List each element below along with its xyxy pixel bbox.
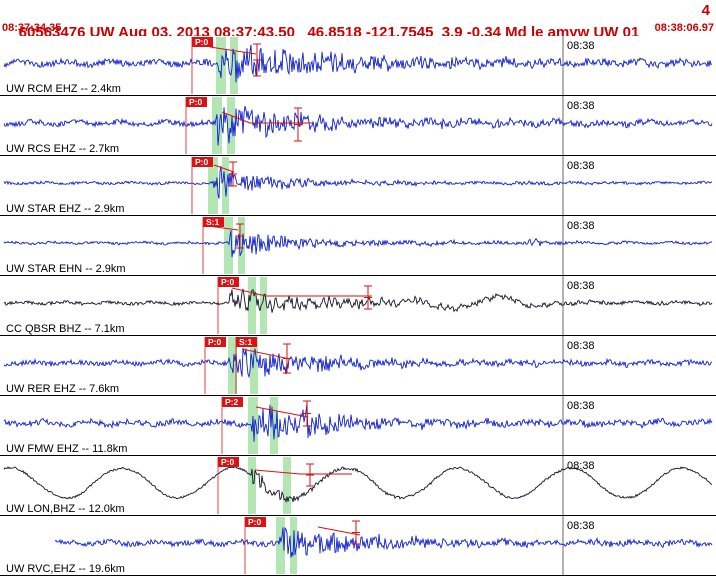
- pick-flag[interactable]: [205, 337, 226, 347]
- coda-window-band: [224, 217, 233, 274]
- waveform-svg[interactable]: 08:38 S:1 UW STAR EHN -- 2.9km: [0, 216, 716, 275]
- window-end-time: 08:38:06.97: [654, 22, 714, 34]
- channel-label: UW LON,BHZ -- 12.0km: [6, 503, 125, 515]
- pick-flag-label[interactable]: S:1: [239, 337, 253, 347]
- pick-flag-label[interactable]: P:2: [225, 397, 239, 407]
- trace-path: [3, 230, 713, 258]
- minute-label: 08:38: [567, 40, 595, 52]
- coda-window-band: [276, 517, 285, 574]
- trace-path: [3, 466, 713, 504]
- waveform-svg[interactable]: 08:38 P:0 UW LON,BHZ -- 12.0km: [0, 456, 716, 515]
- pick-flag[interactable]: [192, 157, 213, 167]
- pick-flag-label[interactable]: P:0: [248, 517, 262, 527]
- trace-row[interactable]: 08:38 P:2 UW FMW EHZ -- 11.8km: [0, 396, 716, 456]
- minute-label: 08:38: [567, 100, 595, 112]
- pick-flag[interactable]: [192, 37, 213, 47]
- waveform-svg[interactable]: 08:38 P:0 UW RVC,EHZ -- 19.6km: [0, 516, 716, 575]
- minute-label: 08:38: [567, 460, 595, 472]
- coda-window-band: [216, 37, 226, 94]
- minute-label: 08:38: [567, 400, 595, 412]
- minute-label: 08:38: [567, 160, 595, 172]
- coda-window-band: [248, 457, 256, 514]
- pick-flag[interactable]: [203, 217, 224, 227]
- pick-flag-label[interactable]: P:0: [195, 37, 209, 47]
- trace-path: [3, 44, 713, 83]
- trace-row[interactable]: 08:38 P:0 UW LON,BHZ -- 12.0km: [0, 456, 716, 516]
- channel-label: UW STAR EHN -- 2.9km: [6, 263, 126, 275]
- waveform-svg[interactable]: 08:38 P:0 UW RCS EHZ -- 2.7km: [0, 96, 716, 155]
- amplitude-line: [231, 287, 267, 297]
- coda-window-band: [283, 457, 291, 514]
- pick-flag[interactable]: [186, 97, 207, 107]
- coda-window-band: [250, 337, 258, 394]
- pick-flag-label[interactable]: P:0: [221, 277, 235, 287]
- coda-window-band: [238, 217, 245, 274]
- trace-path: [3, 348, 713, 379]
- waveform-svg[interactable]: 08:38 P:0 CC QBSR BHZ -- 7.1km: [0, 276, 716, 335]
- trace-row[interactable]: 08:38 S:1 UW STAR EHN -- 2.9km: [0, 216, 716, 276]
- amplitude-line: [213, 164, 235, 173]
- amplitude-line: [209, 46, 257, 55]
- amplitude-line: [255, 406, 309, 418]
- channel-label: UW RVC,EHZ -- 19.6km: [6, 563, 125, 575]
- trace-row[interactable]: 08:38 P:0 CC QBSR BHZ -- 7.1km: [0, 276, 716, 336]
- trace-row[interactable]: 08:38 P:0 UW RVC,EHZ -- 19.6km: [0, 516, 716, 576]
- waveform-svg[interactable]: 08:38 P:0 UW STAR EHZ -- 2.9km: [0, 156, 716, 215]
- trace-path: [3, 165, 713, 199]
- trace-row[interactable]: 08:38 P:0 S:1 UW RER EHZ -- 7.6km: [0, 336, 716, 396]
- amplitude-line: [241, 348, 291, 360]
- channel-label: UW RER EHZ -- 7.6km: [6, 383, 119, 395]
- event-header: 60563476 UW Aug 03, 2013 08:37:43.50 46.…: [0, 0, 716, 41]
- trace-path: [3, 288, 713, 313]
- trace-path: [3, 402, 713, 442]
- trace-path: [3, 105, 713, 146]
- trace-row[interactable]: 08:38 P:0 UW STAR EHZ -- 2.9km: [0, 156, 716, 216]
- waveform-svg[interactable]: 08:38 P:0 S:1 UW RER EHZ -- 7.6km: [0, 336, 716, 395]
- trace-path: [54, 527, 713, 558]
- minute-label: 08:38: [567, 520, 595, 532]
- pick-flag[interactable]: [236, 337, 257, 347]
- amplitude-line: [317, 526, 361, 536]
- minute-label: 08:38: [567, 220, 595, 232]
- pick-flag[interactable]: [218, 457, 239, 467]
- rows: 08:38 P:0 UW RCM EHZ -- 2.4km 08:38 P:0 UW RC…: [0, 36, 716, 576]
- page-number: 4: [701, 2, 710, 19]
- pick-flag-label[interactable]: P:0: [208, 337, 222, 347]
- amplitude-line: [221, 111, 251, 124]
- trace-row[interactable]: 08:38 P:0 UW RCM EHZ -- 2.4km: [0, 36, 716, 96]
- pick-flag[interactable]: [218, 277, 239, 287]
- channel-label: CC QBSR BHZ -- 7.1km: [6, 323, 125, 335]
- coda-window-band: [228, 337, 237, 394]
- pick-flag-label[interactable]: S:1: [206, 217, 220, 227]
- coda-window-band: [208, 157, 218, 214]
- coda-window-band: [260, 277, 267, 334]
- pick-flag[interactable]: [245, 517, 266, 527]
- coda-window-band: [230, 37, 238, 94]
- coda-window-band: [248, 277, 256, 334]
- channel-label: UW RCS EHZ -- 2.7km: [6, 143, 119, 155]
- coda-window-band: [270, 397, 278, 454]
- time-range: 08:37:34.35 08:38:06.97: [0, 22, 716, 36]
- channel-label: UW RCM EHZ -- 2.4km: [6, 83, 121, 95]
- channel-label: UW STAR EHZ -- 2.9km: [6, 203, 124, 215]
- window-start-time: 08:37:34.35: [2, 22, 62, 34]
- amplitude-line: [254, 469, 301, 475]
- waveform-svg[interactable]: 08:38 P:2 UW FMW EHZ -- 11.8km: [0, 396, 716, 455]
- minute-label: 08:38: [567, 340, 595, 352]
- waveform-svg[interactable]: 08:38 P:0 UW RCM EHZ -- 2.4km: [0, 36, 716, 95]
- pick-flag[interactable]: [222, 397, 243, 407]
- channel-label: UW FMW EHZ -- 11.8km: [6, 443, 127, 455]
- pick-flag-label[interactable]: P:0: [221, 457, 235, 467]
- pick-flag-label[interactable]: P:0: [189, 97, 203, 107]
- minute-label: 08:38: [567, 280, 595, 292]
- pick-flag-label[interactable]: P:0: [195, 157, 209, 167]
- trace-row[interactable]: 08:38 P:0 UW RCS EHZ -- 2.7km: [0, 96, 716, 156]
